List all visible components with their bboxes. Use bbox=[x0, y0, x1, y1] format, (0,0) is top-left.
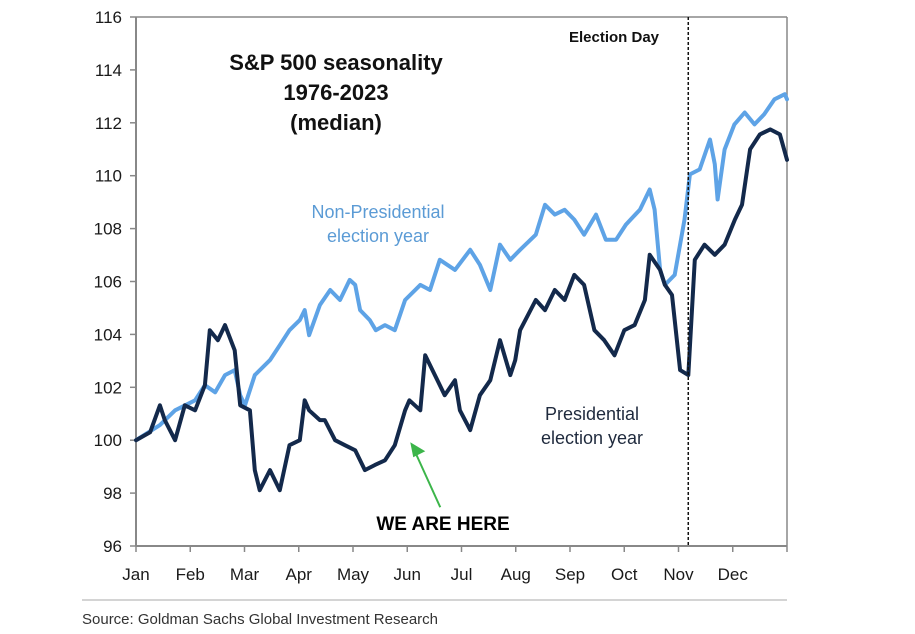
y-tick-label: 110 bbox=[95, 167, 122, 186]
x-tick-label: Dec bbox=[718, 565, 749, 584]
series-layer bbox=[134, 92, 789, 493]
x-tick-label: Nov bbox=[663, 565, 694, 584]
chart-title-line-2: 1976-2023 bbox=[283, 80, 388, 105]
y-tick-label: 112 bbox=[95, 114, 122, 133]
x-tick-label: Feb bbox=[176, 565, 205, 584]
y-tick-label: 108 bbox=[94, 220, 122, 239]
non-presidential-label-line-2: election year bbox=[327, 226, 429, 246]
y-tick-label: 102 bbox=[94, 378, 122, 397]
x-tick-label: Jul bbox=[451, 565, 473, 584]
x-tick-label: Mar bbox=[230, 565, 260, 584]
non-presidential-label-line-1: Non-Presidential bbox=[311, 202, 444, 222]
source-note: Source: Goldman Sachs Global Investment … bbox=[82, 611, 438, 628]
green-arrow-icon bbox=[410, 442, 442, 508]
y-tick-label: 114 bbox=[95, 61, 122, 80]
series-line-non-presidential bbox=[134, 92, 789, 443]
x-tick-label: Jun bbox=[394, 565, 421, 584]
arrow-shaft bbox=[414, 451, 442, 508]
y-tick-label: 98 bbox=[103, 484, 122, 503]
y-tick-label: 96 bbox=[103, 537, 122, 556]
x-tick-label: Oct bbox=[611, 565, 638, 584]
presidential-label-line-1: Presidential bbox=[545, 404, 639, 424]
x-tick-label: May bbox=[337, 565, 370, 584]
presidential-label-line-2: election year bbox=[541, 428, 643, 448]
election-day-label: Election Day bbox=[569, 29, 660, 46]
axes: 96 98 100 102 104 106 108 110 112 114 116 Jan Feb Mar… bbox=[94, 8, 788, 584]
y-tick-label: 116 bbox=[95, 8, 122, 27]
arrow-head bbox=[410, 442, 426, 458]
chart-title-line-1: S&P 500 seasonality bbox=[229, 50, 443, 75]
we-are-here-label: WE ARE HERE bbox=[376, 514, 509, 535]
x-tick-label: Aug bbox=[501, 565, 531, 584]
y-tick-label: 106 bbox=[94, 273, 122, 292]
annotations: S&P 500 seasonality 1976-2023 (median) N… bbox=[82, 17, 787, 628]
y-tick-label: 100 bbox=[94, 431, 122, 450]
y-tick-label: 104 bbox=[94, 325, 122, 344]
chart-title-line-3: (median) bbox=[290, 110, 382, 135]
x-tick-label: Apr bbox=[286, 565, 313, 584]
x-tick-label: Sep bbox=[555, 565, 585, 584]
x-tick-label: Jan bbox=[122, 565, 149, 584]
